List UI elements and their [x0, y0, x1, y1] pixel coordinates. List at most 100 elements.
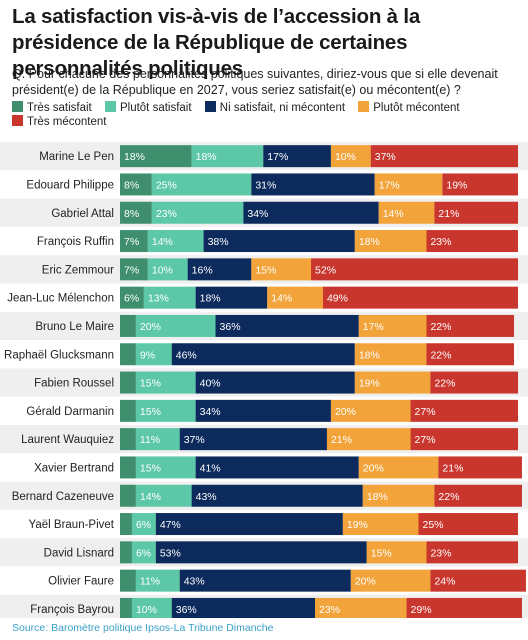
- bar-segment: [147, 230, 204, 253]
- bar-segment: [120, 314, 136, 337]
- data-label: 15%: [140, 406, 161, 418]
- data-label: 23%: [156, 208, 177, 220]
- bar-segment: [120, 597, 132, 618]
- data-label: 37%: [375, 151, 396, 163]
- category-label: Eric Zemmour: [42, 264, 114, 276]
- data-label: 8%: [124, 179, 139, 191]
- source-note: Source: Baromètre politique Ipsos-La Tri…: [12, 622, 274, 634]
- data-label: 7%: [124, 264, 139, 276]
- bar-segment: [135, 484, 192, 507]
- bar-segment: [179, 569, 351, 592]
- bar-segment: [410, 399, 518, 422]
- category-label: Bernard Cazeneuve: [12, 491, 114, 503]
- data-label: 20%: [355, 576, 376, 588]
- bar-segment: [426, 230, 518, 253]
- bar-segment: [120, 343, 136, 366]
- data-label: 18%: [359, 236, 380, 248]
- data-label: 15%: [140, 378, 161, 390]
- bar-segment: [147, 258, 188, 281]
- bar-segment: [155, 541, 367, 564]
- category-label: Fabien Roussel: [34, 378, 114, 390]
- bar-segment: [358, 456, 439, 479]
- chart-legend: Très satisfait Plutôt satisfait Ni satis…: [12, 101, 518, 129]
- bar-segment: [430, 569, 526, 592]
- bar-segment: [195, 456, 359, 479]
- legend-swatch: [12, 101, 23, 112]
- data-label: 23%: [430, 236, 451, 248]
- data-label: 11%: [140, 576, 160, 588]
- bar-segment: [330, 145, 371, 168]
- legend-label: Ni satisfait, ni mécontent: [219, 102, 346, 114]
- data-label: 23%: [430, 547, 451, 559]
- data-label: 21%: [442, 462, 463, 474]
- data-label: 10%: [136, 604, 157, 616]
- legend-swatch: [104, 101, 116, 112]
- bar-segment: [326, 428, 411, 451]
- bar-segment: [151, 173, 252, 196]
- data-label: 34%: [247, 208, 268, 220]
- data-label: 8%: [124, 208, 139, 220]
- data-label: 18%: [196, 151, 217, 163]
- bar-segment: [143, 286, 196, 309]
- bar-segment: [191, 145, 264, 168]
- data-label: 27%: [415, 406, 436, 418]
- category-label: David Lisnard: [44, 547, 114, 559]
- bar-segment: [131, 513, 156, 536]
- bar-segment: [195, 286, 268, 309]
- stacked-bar-chart: Marine Le Pen 18% 18% 17% 10% 37% Edouard Phil…: [0, 142, 528, 618]
- bar-segment: [120, 541, 132, 564]
- data-label: 18%: [359, 349, 380, 361]
- data-label: 16%: [192, 264, 213, 276]
- bar-segment: [131, 597, 172, 618]
- bar-segment: [155, 513, 343, 536]
- bar-segment: [426, 314, 515, 337]
- data-label: 25%: [423, 519, 444, 531]
- data-label: 46%: [176, 349, 197, 361]
- data-label: 7%: [124, 236, 139, 248]
- data-label: 14%: [140, 491, 161, 503]
- bar-segment: [120, 371, 136, 394]
- data-label: 49%: [327, 293, 348, 305]
- data-label: 18%: [124, 151, 145, 163]
- bar-segment: [120, 286, 144, 309]
- bar-segment: [243, 201, 379, 224]
- bar-segment: [135, 371, 196, 394]
- data-label: 40%: [200, 378, 221, 390]
- data-label: 47%: [160, 519, 181, 531]
- data-label: 52%: [315, 264, 336, 276]
- bar-segment: [251, 258, 312, 281]
- data-label: 15%: [371, 547, 392, 559]
- data-label: 41%: [200, 462, 221, 474]
- bar-segment: [442, 173, 518, 196]
- data-label: 22%: [434, 378, 455, 390]
- data-label: 43%: [184, 576, 205, 588]
- data-label: 53%: [160, 547, 181, 559]
- data-label: 10%: [152, 264, 173, 276]
- data-label: 14%: [383, 208, 404, 220]
- bar-segment: [120, 399, 136, 422]
- bar-segment: [311, 258, 518, 281]
- legend-item-ni-ni: Ni satisfait, ni mécontent: [204, 101, 346, 115]
- bar-segment: [366, 541, 427, 564]
- data-label: 25%: [156, 179, 177, 191]
- data-label: 10%: [335, 151, 356, 163]
- legend-swatch: [358, 101, 370, 112]
- bar-segment: [354, 343, 427, 366]
- legend-item-plutot-satisfait: Plutôt satisfait: [104, 101, 192, 115]
- legend-label: Très mécontent: [27, 116, 107, 128]
- data-label: 18%: [367, 491, 388, 503]
- data-label: 9%: [140, 349, 155, 361]
- bar-segment: [195, 371, 355, 394]
- bar-segment: [267, 286, 323, 309]
- data-label: 21%: [331, 434, 352, 446]
- category-label: Gabriel Attal: [51, 208, 114, 220]
- bar-segment: [131, 541, 156, 564]
- data-label: 38%: [208, 236, 229, 248]
- bar-segment: [151, 201, 244, 224]
- bar-segment: [135, 456, 196, 479]
- data-label: 36%: [176, 604, 197, 616]
- data-label: 6%: [136, 519, 151, 531]
- bar-segment: [410, 428, 518, 451]
- data-label: 14%: [152, 236, 173, 248]
- bar-segment: [120, 569, 136, 592]
